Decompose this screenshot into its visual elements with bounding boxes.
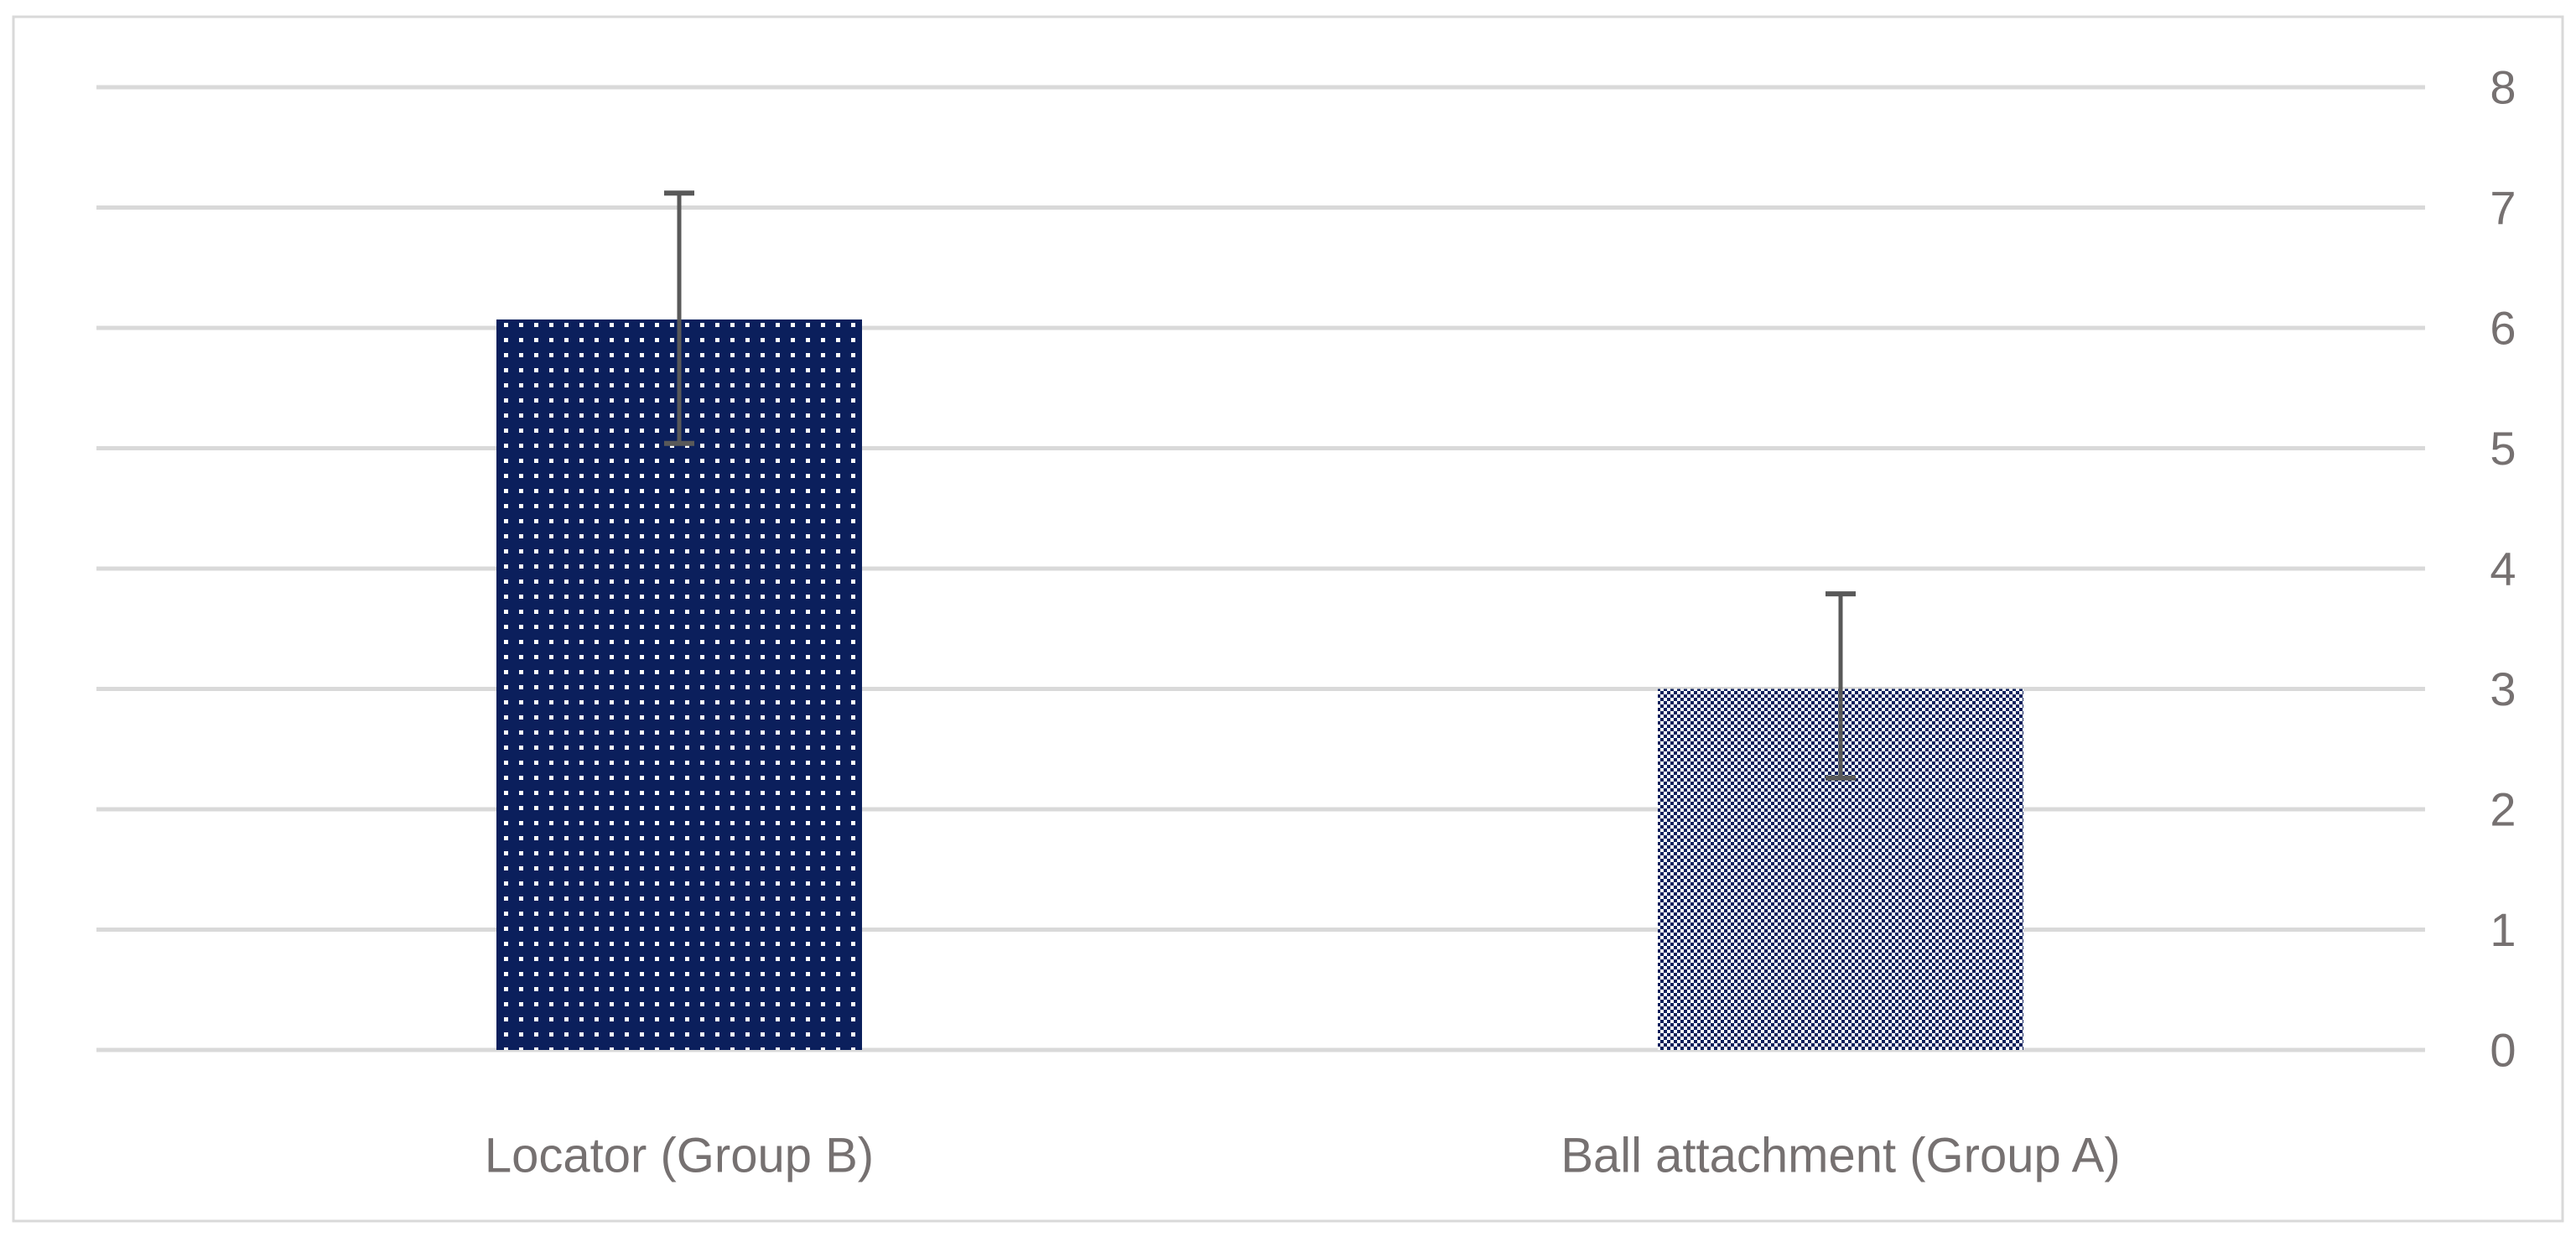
y-tick-label: 4	[2490, 543, 2516, 595]
y-tick-label: 2	[2490, 783, 2516, 836]
y-tick-label: 6	[2490, 302, 2516, 355]
error-bars	[664, 190, 1856, 781]
y-tick-label: 5	[2490, 422, 2516, 475]
y-tick-label: 3	[2490, 663, 2516, 715]
chart-frame	[12, 15, 2564, 1223]
error-bar	[1826, 591, 1856, 781]
gridlines	[96, 85, 2425, 1052]
y-tick-label: 7	[2490, 181, 2516, 234]
y-tick-label: 1	[2490, 903, 2516, 956]
y-tick-label: 0	[2490, 1024, 2516, 1077]
x-category-label: Ball attachment (Group A)	[1561, 1129, 2120, 1183]
x-axis-category-labels: Locator (Group B) Ball attachment (Group …	[485, 1129, 2121, 1183]
x-category-label: Locator (Group B)	[485, 1129, 874, 1183]
error-bar	[664, 190, 694, 446]
y-axis-tick-labels: 0 1 2 3 4 5 6 7 8	[2490, 61, 2516, 1077]
y-tick-label: 8	[2490, 61, 2516, 114]
bars	[496, 319, 2023, 1051]
